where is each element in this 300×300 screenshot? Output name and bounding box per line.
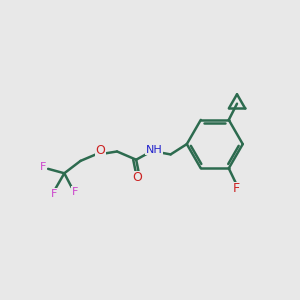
Text: O: O (95, 144, 105, 158)
Text: O: O (133, 172, 142, 184)
Text: F: F (233, 182, 240, 195)
Text: NH: NH (146, 145, 162, 155)
Text: F: F (71, 187, 78, 197)
Text: F: F (51, 189, 57, 199)
Text: F: F (40, 162, 46, 172)
